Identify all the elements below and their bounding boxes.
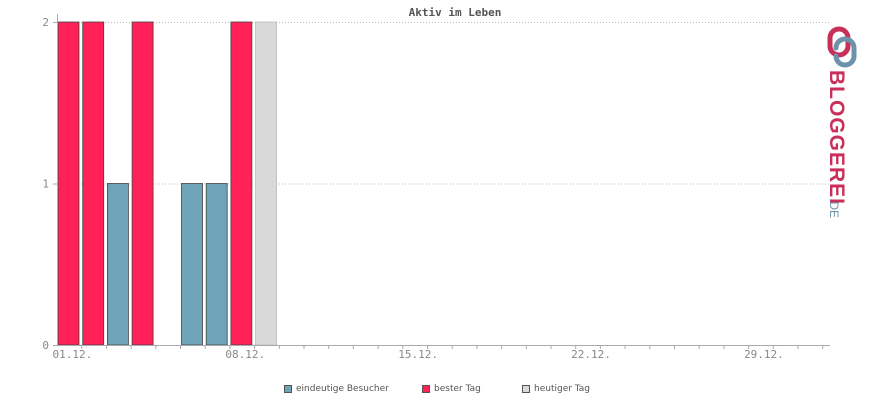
legend-item-best: bester Tag: [422, 384, 481, 394]
x-tick-label: 01.12.: [52, 348, 92, 361]
x-tick-label: 15.12.: [398, 348, 438, 361]
legend-label-today: heutiger Tag: [534, 384, 591, 394]
y-tick-label: 1: [42, 178, 49, 191]
legend-label-best: bester Tag: [434, 384, 481, 394]
bloggerei-logo-icon: [827, 26, 857, 68]
grid: [57, 22, 830, 185]
legend: eindeutige Besucher bester Tag heutiger …: [0, 384, 870, 400]
bloggerei-logo: BLOGGEREI .DE: [808, 18, 868, 218]
legend-swatch-best: [422, 385, 430, 393]
bar-best: [230, 21, 253, 346]
legend-item-today: heutiger Tag: [522, 384, 590, 394]
bar-best: [57, 21, 80, 346]
legend-swatch-visitors: [284, 385, 292, 393]
legend-label-visitors: eindeutige Besucher: [296, 384, 389, 394]
x-tick-label: 29.12.: [744, 348, 784, 361]
bar-today: [255, 21, 278, 346]
bar-best: [82, 21, 105, 346]
bar-best: [131, 21, 154, 346]
brand-suffix: .DE: [827, 198, 841, 218]
chart-title: Aktiv im Leben: [409, 6, 502, 19]
bar-visitors: [107, 183, 129, 346]
axes: [53, 14, 830, 349]
brand-name: BLOGGEREI: [825, 70, 848, 205]
bar-visitors: [181, 183, 203, 346]
legend-item-visitors: eindeutige Besucher: [284, 384, 389, 394]
x-tick-label: 08.12.: [225, 348, 265, 361]
bloggerei-logo-text: BLOGGEREI .DE: [825, 70, 848, 218]
bars: [57, 21, 278, 346]
ticks: 0 1 2 01.12. 08.12. 15.12. 22.12. 29.12.: [42, 16, 783, 361]
y-tick-label: 2: [42, 16, 49, 29]
x-tick-label: 22.12.: [571, 348, 611, 361]
bar-visitors: [205, 183, 228, 346]
legend-swatch-today: [522, 385, 530, 393]
y-tick-label: 0: [42, 339, 49, 352]
